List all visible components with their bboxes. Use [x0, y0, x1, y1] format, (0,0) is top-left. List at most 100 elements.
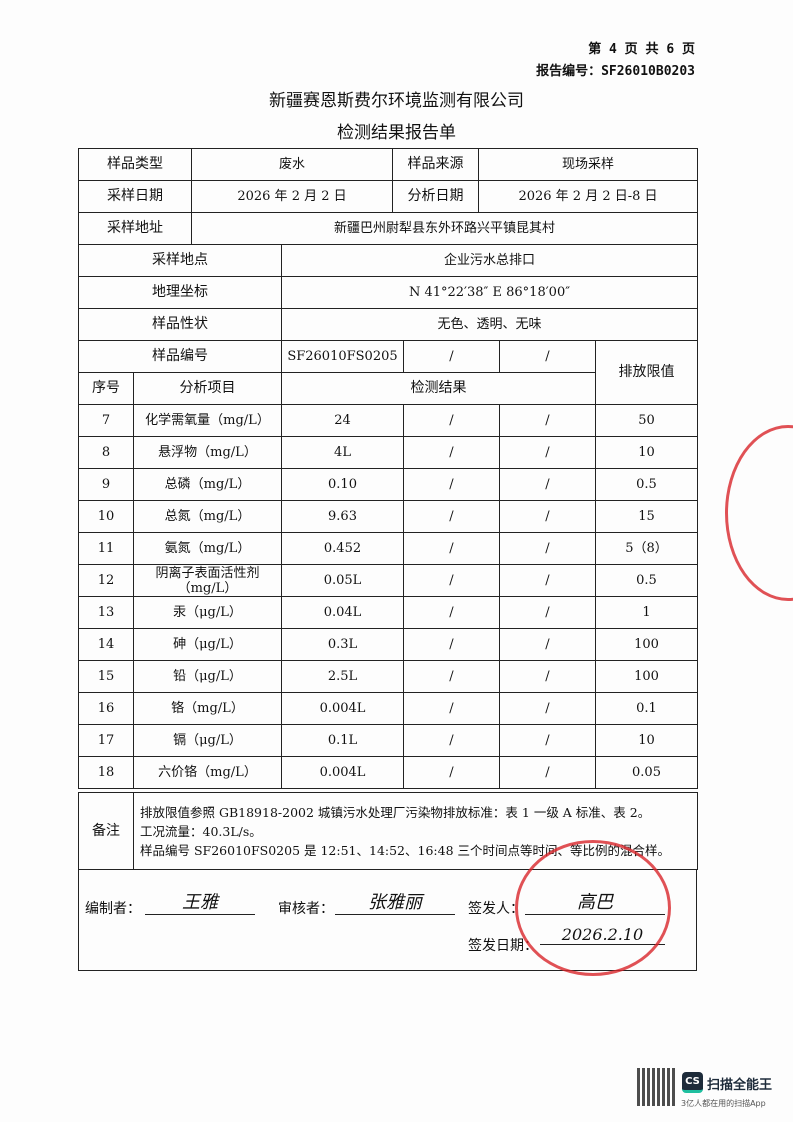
cell-limit: 0.05 [594, 756, 699, 789]
analysis-date: 2026 年 2 月 2 日-8 日 [478, 180, 698, 213]
cell-r1: 0.004L [281, 692, 404, 725]
cell-item: 化学需氧量（mg/L） [133, 404, 282, 437]
table-row: 17 镉（μg/L） 0.1L //10 [78, 724, 699, 757]
sample-type-label: 样品类型 [78, 148, 192, 181]
cell-item: 铬（mg/L） [133, 692, 282, 725]
company-name: 新疆赛恩斯费尔环境监测有限公司 [269, 91, 524, 111]
cell-r2: / [403, 500, 500, 533]
cell-r2: / [403, 756, 500, 789]
cell-limit: 1 [594, 596, 699, 629]
cell-r2: / [403, 404, 500, 437]
cell-r3: / [499, 756, 596, 789]
table-row: 10 总氮（mg/L） 9.63//15 [78, 500, 699, 533]
results-table: 采样地点 企业污水总排口 地理坐标 N 41°22′38″ E 86°18′00″ … [78, 244, 699, 789]
site-label: 采样地点 [78, 244, 282, 277]
cell-item: 悬浮物（mg/L） [133, 436, 282, 469]
cell-r3: / [499, 564, 596, 597]
cell-limit: 50 [594, 404, 699, 437]
cell-no: 15 [78, 660, 134, 693]
coords-label: 地理坐标 [78, 276, 282, 309]
cell-r3: / [499, 468, 596, 501]
table-row: 15 铅（μg/L） 2.5L //100 [78, 660, 699, 693]
info-table: 样品类型 废水 样品来源 现场采样 采样日期 2026 年 2 月 2 日 分析… [78, 148, 698, 245]
coords: N 41°22′38″ E 86°18′00″ [280, 276, 699, 309]
cell-r3: / [499, 436, 596, 469]
signature-box [78, 869, 697, 971]
cell-item: 镉（μg/L） [133, 724, 282, 757]
cell-limit: 100 [594, 628, 699, 661]
cell-r3: / [499, 692, 596, 725]
cell-no: 11 [78, 532, 134, 565]
reviewer-signature: 张雅丽 [335, 888, 455, 915]
cell-limit: 0.1 [594, 692, 699, 725]
cell-r2: / [403, 532, 500, 565]
sample-no: SF26010FS0205 [281, 340, 404, 373]
cell-r1: 9.63 [281, 500, 404, 533]
sample-type: 废水 [191, 148, 393, 181]
cell-r1: 0.3L [281, 628, 404, 661]
cell-no: 12 [78, 564, 134, 597]
note-line: 排放限值参照 GB18918-2002 城镇污水处理厂污染物排放标准：表 1 一… [140, 804, 651, 820]
cell-r1: 0.1L [281, 724, 404, 757]
table-row: 7 化学需氧量（mg/L） 24//50 [78, 404, 699, 437]
cell-item: 砷（μg/L） [133, 628, 282, 661]
company-stamp [515, 840, 671, 976]
result-header: 检测结果 [281, 372, 596, 405]
cell-r3: / [499, 724, 596, 757]
cell-r3: / [499, 500, 596, 533]
editor-signature: 王雅 [145, 888, 255, 915]
cell-r2: / [403, 692, 500, 725]
app-name: 扫描全能王 [707, 1078, 773, 1093]
cell-r1: 0.05L [281, 564, 404, 597]
cell-item: 六价铬（mg/L） [133, 756, 282, 789]
nature: 无色、透明、无味 [280, 308, 699, 341]
table-row: 9 总磷（mg/L） 0.10//0.5 [78, 468, 699, 501]
sample-no-2: / [403, 340, 500, 373]
cell-r3: / [499, 596, 596, 629]
page-info: 第 4 页 共 6 页 [588, 42, 695, 57]
cell-no: 8 [78, 436, 134, 469]
site: 企业污水总排口 [280, 244, 699, 277]
cell-r1: 24 [281, 404, 404, 437]
issuer-label: 签发人： [468, 901, 524, 917]
table-row: 18 六价铬（mg/L） 0.004L //0.05 [78, 756, 699, 789]
cell-limit: 0.5 [594, 468, 699, 501]
cell-r1: 2.5L [281, 660, 404, 693]
cell-no: 18 [78, 756, 134, 789]
table-row: 14 砷（μg/L） 0.3L //100 [78, 628, 699, 661]
analysis-date-label: 分析日期 [392, 180, 479, 213]
cell-limit: 100 [594, 660, 699, 693]
cell-r2: / [403, 564, 500, 597]
cell-no: 10 [78, 500, 134, 533]
cell-no: 14 [78, 628, 134, 661]
cell-r2: / [403, 468, 500, 501]
report-title: 检测结果报告单 [337, 123, 456, 143]
cell-r2: / [403, 628, 500, 661]
table-row: 8 悬浮物（mg/L） 4L //10 [78, 436, 699, 469]
cell-r1: 0.10 [281, 468, 404, 501]
report-number: 报告编号：SF26010B0203 [536, 64, 695, 79]
cell-r2: / [403, 660, 500, 693]
cell-no: 13 [78, 596, 134, 629]
seq-header: 序号 [78, 372, 134, 405]
partial-stamp [725, 425, 793, 601]
cell-limit: 0.5 [594, 564, 699, 597]
qr-code-icon [637, 1068, 675, 1106]
address: 新疆巴州尉犁县东外环路兴平镇昆其村 [191, 212, 698, 245]
notes-label: 备注 [78, 792, 134, 870]
cell-limit: 10 [594, 436, 699, 469]
cell-no: 7 [78, 404, 134, 437]
cell-r3: / [499, 628, 596, 661]
cell-r1: 0.04L [281, 596, 404, 629]
issue-date-label: 签发日期： [468, 938, 538, 954]
cell-limit: 15 [594, 500, 699, 533]
cell-item: 汞（μg/L） [133, 596, 282, 629]
limit-header: 排放限值 [594, 340, 699, 405]
cell-r2: / [403, 724, 500, 757]
nature-label: 样品性状 [78, 308, 282, 341]
cell-r1: 4L [281, 436, 404, 469]
table-row: 11 氨氮（mg/L） 0.452//5（8） [78, 532, 699, 565]
address-label: 采样地址 [78, 212, 192, 245]
cell-no: 16 [78, 692, 134, 725]
